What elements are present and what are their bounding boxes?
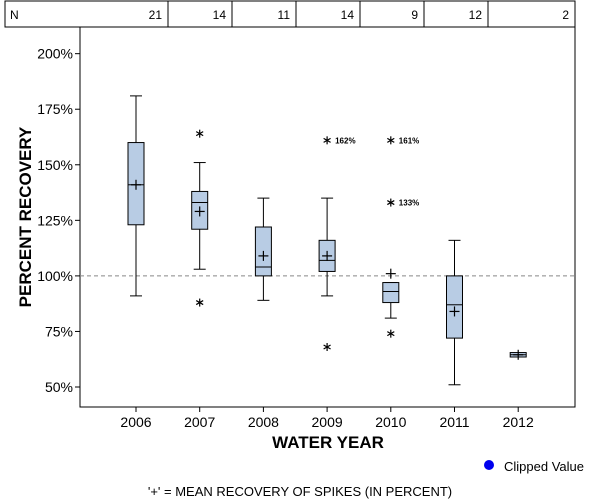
n-value-label: 9 xyxy=(411,8,418,22)
outlier-label: 162% xyxy=(335,136,355,145)
x-tick-label: 2012 xyxy=(503,414,534,430)
n-header: N 21 14 11 14 9 12 2 xyxy=(4,0,576,28)
n-value-label: 14 xyxy=(341,8,355,22)
footnote: '+' = MEAN RECOVERY OF SPIKES (IN PERCEN… xyxy=(148,484,452,499)
outlier-stroke xyxy=(323,344,331,350)
x-tick-label: 2008 xyxy=(248,414,279,430)
box-series: 162% 161% 133% xyxy=(127,95,527,386)
outlier-stroke xyxy=(387,200,395,206)
outlier-stroke xyxy=(387,137,395,143)
y-axis: 50% 75% 100% 125% 150% 175% 200% xyxy=(37,46,80,395)
outlier-marker xyxy=(195,298,204,307)
x-tick-label: 2007 xyxy=(184,414,215,430)
y-tick-label: 175% xyxy=(37,101,73,117)
outlier-marker xyxy=(195,129,204,138)
outlier-marker xyxy=(387,136,395,145)
y-tick-label: 150% xyxy=(37,157,73,173)
y-tick-label: 100% xyxy=(37,268,73,284)
n-value-label: 21 xyxy=(149,8,163,22)
x-tick-label: 2011 xyxy=(439,414,469,430)
y-tick-label: 200% xyxy=(37,46,73,62)
box-2008 xyxy=(254,197,272,301)
legend: Clipped Value xyxy=(484,459,584,474)
box-2009: 162% xyxy=(318,136,356,351)
outlier-stroke xyxy=(387,331,395,337)
y-axis-title: PERCENT RECOVERY xyxy=(16,126,35,307)
n-header-frame xyxy=(4,0,576,28)
box-iqr xyxy=(382,282,400,304)
box-2012 xyxy=(509,349,527,360)
outlier-stroke xyxy=(323,137,331,143)
outlier-marker xyxy=(387,198,395,207)
outlier-label: 133% xyxy=(399,199,419,208)
y-tick-label: 75% xyxy=(45,323,73,339)
outlier-stroke xyxy=(195,300,204,306)
n-value-label: 2 xyxy=(562,8,569,22)
x-tick-label: 2009 xyxy=(312,414,343,430)
box-2010: 161% 133% xyxy=(382,136,419,338)
n-value-label: 11 xyxy=(278,8,291,22)
n-value-label: 12 xyxy=(469,8,483,22)
box-2007 xyxy=(191,129,209,307)
x-axis-title: WATER YEAR xyxy=(272,433,384,452)
legend-label: Clipped Value xyxy=(504,459,584,474)
legend-clipped-marker xyxy=(484,460,494,470)
outlier-marker xyxy=(323,136,331,145)
outlier-marker xyxy=(387,329,395,338)
y-tick-label: 125% xyxy=(37,212,73,228)
x-tick-label: 2006 xyxy=(120,414,151,430)
y-tick-label: 50% xyxy=(45,379,73,395)
n-value-label: 14 xyxy=(213,8,227,22)
x-axis: 2006 2007 2008 2009 2010 2011 2012 xyxy=(120,407,534,430)
outlier-marker xyxy=(323,343,331,351)
x-tick-label: 2010 xyxy=(375,414,406,430)
outlier-stroke xyxy=(195,131,204,137)
box-2006 xyxy=(127,95,145,297)
box-2011 xyxy=(446,239,463,386)
n-header-label: N xyxy=(10,8,19,22)
outlier-label: 161% xyxy=(399,136,419,145)
